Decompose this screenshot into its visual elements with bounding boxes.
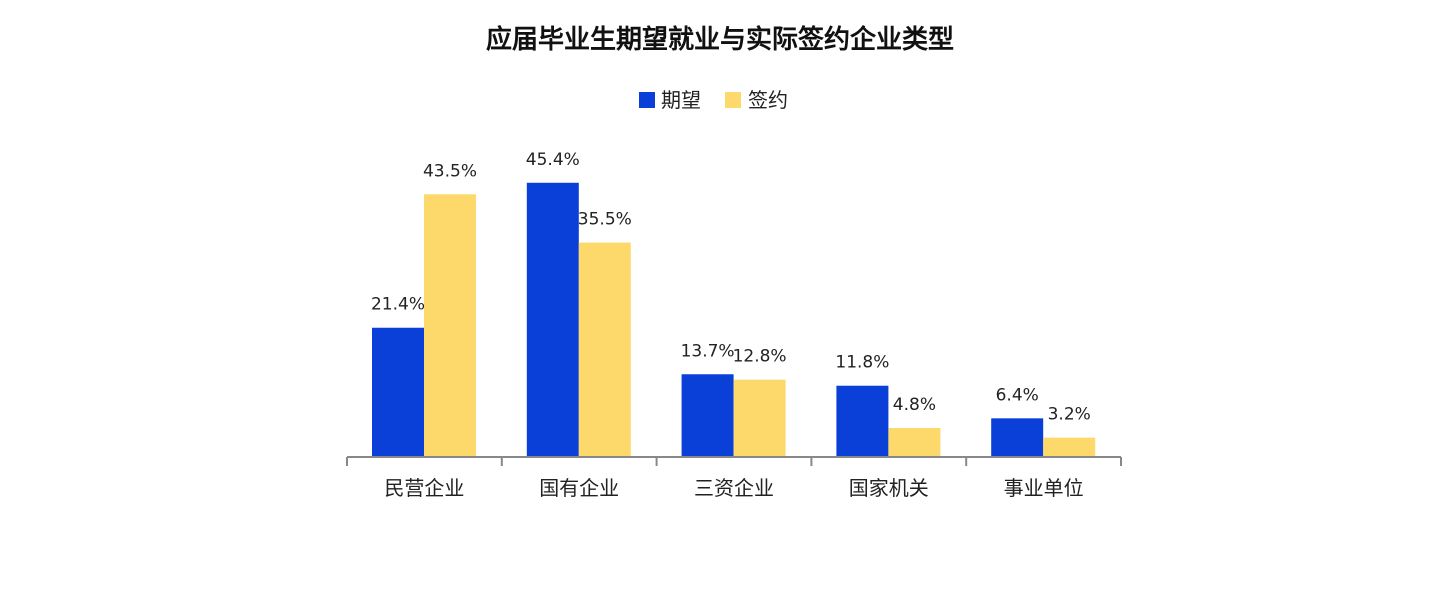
- legend-swatch-2: [725, 92, 741, 108]
- x-tick-label-2: 国有企业: [539, 476, 619, 500]
- value-labels-group: 21.4% 43.5% 45.4% 35.5% 13.7%12.8% 11.8% 4.8% 6…: [371, 150, 1091, 425]
- bar-expected-5: [991, 418, 1044, 457]
- x-tick-label-4: 国家机关: [849, 476, 929, 500]
- value-label-signed-1: 43.5%: [423, 161, 477, 181]
- value-label-signed-4: 4.8%: [893, 395, 936, 415]
- bar-signed-4: [888, 428, 941, 457]
- chart-title: 应届毕业生期望就业与实际签约企业类型: [486, 24, 954, 55]
- bar-signed-1: [424, 194, 476, 457]
- value-label-expected-3: 13.7%: [681, 341, 735, 361]
- x-tick-label-1: 民营企业: [384, 476, 464, 500]
- value-label-signed-2: 35.5%: [578, 210, 632, 230]
- bar-expected-1: [372, 327, 424, 457]
- bar-signed-3: [733, 379, 786, 457]
- x-tick-label-5: 事业单位: [1004, 476, 1084, 500]
- legend-item-2: 签约: [725, 88, 788, 112]
- legend-label-2: 签约: [748, 88, 788, 112]
- value-label-expected-2: 45.4%: [526, 150, 580, 170]
- bar-expected-2: [526, 182, 579, 457]
- bar-expected-3: [681, 374, 734, 457]
- value-label-signed-5: 3.2%: [1048, 405, 1091, 425]
- x-axis: 民营企业 国有企业 三资企业 国家机关 事业单位: [346, 456, 1122, 500]
- bar-expected-4: [836, 385, 889, 457]
- legend-swatch-1: [639, 92, 655, 108]
- legend-label-1: 期望: [661, 88, 701, 112]
- bar-signed-2: [578, 242, 631, 457]
- legend: 期望 签约: [639, 88, 788, 112]
- x-tick-label-3: 三资企业: [694, 476, 774, 500]
- value-label-signed-3: 12.8%: [733, 347, 787, 367]
- bars-group: [372, 182, 1096, 457]
- value-label-expected-4: 11.8%: [835, 353, 889, 373]
- value-label-expected-5: 6.4%: [996, 385, 1039, 405]
- value-label-expected-1: 21.4%: [371, 295, 425, 315]
- bar-signed-5: [1043, 437, 1096, 457]
- legend-item-1: 期望: [639, 88, 701, 112]
